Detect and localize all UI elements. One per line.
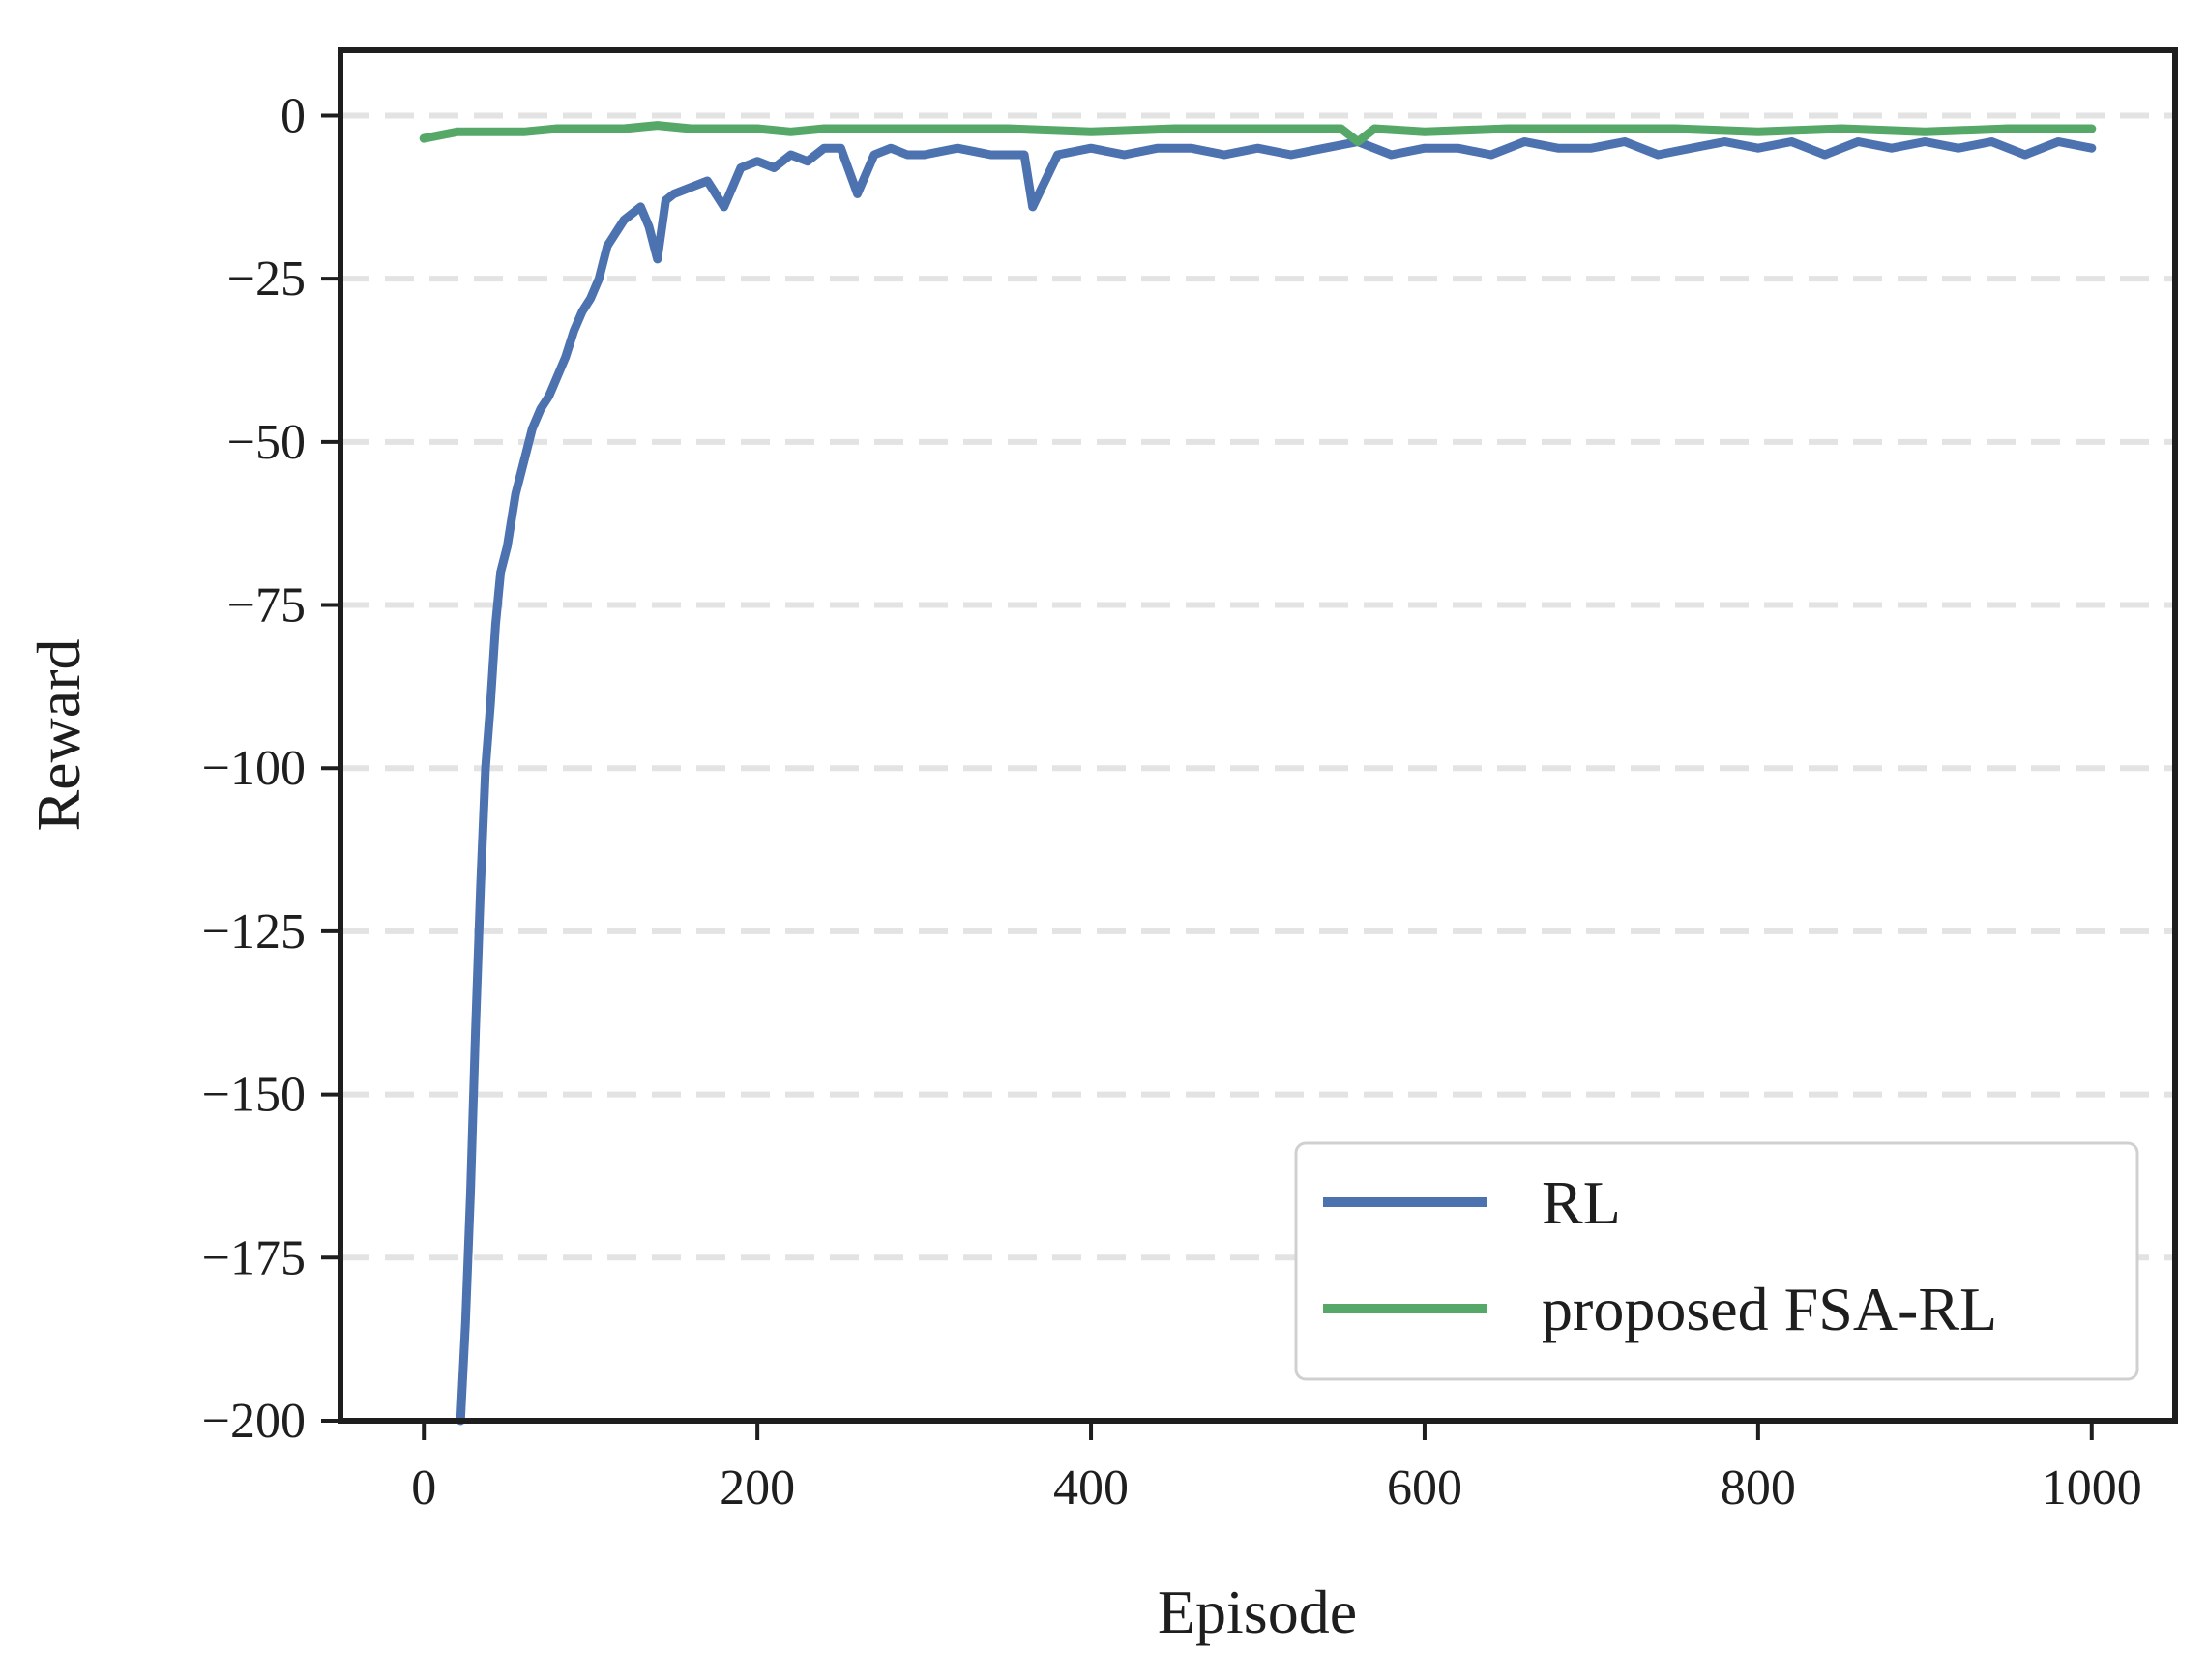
series-line-rl <box>456 137 2097 1426</box>
y-tick-label: −125 <box>202 904 306 959</box>
y-axis-ticks: 0 −25 −50 −75 −100 −125 −150 −175 −200 <box>202 88 340 1449</box>
series-lines <box>419 121 2097 1426</box>
x-tick-label: 800 <box>1721 1460 1796 1516</box>
y-tick-label: −25 <box>227 251 306 307</box>
y-axis-label: Reward <box>24 638 93 831</box>
legend: RL proposed FSA-RL <box>1294 1141 2139 1381</box>
legend-box <box>1294 1141 2139 1381</box>
grid-lines <box>340 112 2175 1261</box>
x-tick-label: 400 <box>1053 1460 1129 1516</box>
legend-label-fsa-rl: proposed FSA-RL <box>1542 1275 1997 1343</box>
x-axis-ticks: 0 200 400 600 800 1000 <box>411 1421 2142 1516</box>
x-tick-label: 600 <box>1387 1460 1462 1516</box>
y-tick-label: −100 <box>202 741 306 796</box>
y-tick-label: −200 <box>202 1394 306 1449</box>
x-tick-label: 0 <box>411 1460 436 1516</box>
x-axis-label: Episode <box>1158 1577 1357 1646</box>
y-tick-label: −150 <box>202 1068 306 1123</box>
y-tick-label: 0 <box>280 88 306 143</box>
series-line-fsa-rl <box>419 121 2097 146</box>
x-tick-label: 1000 <box>2042 1460 2142 1516</box>
legend-label-rl: RL <box>1542 1168 1621 1237</box>
y-tick-label: −50 <box>227 415 306 470</box>
plot-frame <box>338 47 2178 1424</box>
x-tick-label: 200 <box>720 1460 795 1516</box>
y-tick-label: −175 <box>202 1230 306 1285</box>
y-tick-label: −75 <box>227 578 306 634</box>
